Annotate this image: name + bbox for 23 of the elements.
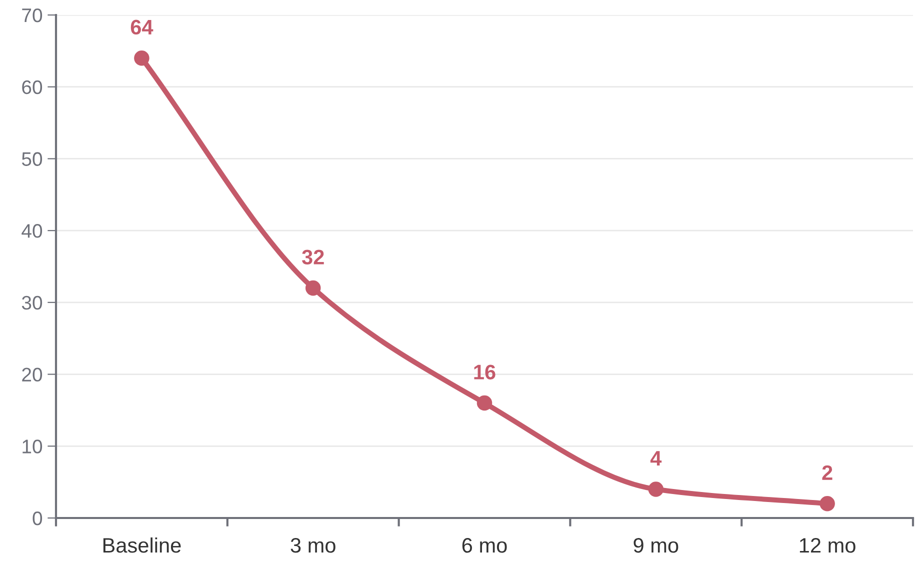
y-tick-label: 70 [22,8,42,22]
y-tick-label: 20 [22,368,42,382]
y-tick-label: 60 [22,80,42,94]
point [305,280,321,296]
x-tick-label: 6 mo [462,538,507,553]
point [648,482,664,497]
data-label: 2 [822,465,832,480]
data-label: 32 [302,250,324,265]
y-tick-label: 50 [22,152,42,166]
y-tick-label: 30 [22,296,42,310]
x-tick-label: Baseline [103,537,181,553]
x-tick-label: 3 mo [290,538,336,553]
point [476,395,492,411]
y-tick-label: 10 [22,440,42,454]
point [134,50,150,66]
y-tick-label: 0 [32,511,42,526]
point [820,496,835,512]
y-tick-label: 40 [22,224,42,238]
x-tick-label: 9 mo [634,538,678,553]
data-label: 16 [474,364,496,380]
data-label: 4 [650,451,662,466]
x-tick-label: 12 mo [800,538,856,553]
data-label: 64 [130,20,154,35]
